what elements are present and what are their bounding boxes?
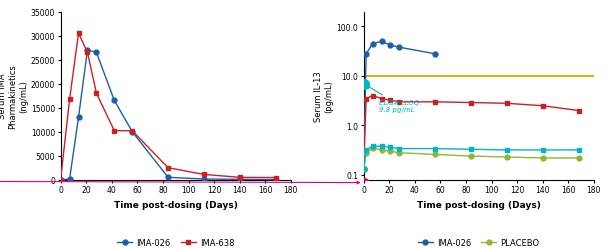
X-axis label: Time post-dosing (Days): Time post-dosing (Days) xyxy=(417,200,541,209)
Line: IMA-026: IMA-026 xyxy=(58,48,278,182)
IMA-026 xyxy=(93,52,100,55)
IMA-026 xyxy=(272,178,279,181)
IMA-026 xyxy=(75,116,82,119)
IMA-026 xyxy=(164,176,171,179)
IMA-638 xyxy=(236,176,244,179)
IMA-638 xyxy=(200,173,207,176)
IMA-026 xyxy=(57,178,64,182)
IMA-026 xyxy=(236,178,244,181)
IMA-026 xyxy=(84,49,91,52)
IMA-638 xyxy=(164,166,171,170)
Text: SMC™ LLOQ:
0.07 pg/mL: SMC™ LLOQ: 0.07 pg/mL xyxy=(0,171,359,184)
IMA-638 xyxy=(75,32,82,35)
Y-axis label: Serum IMA
Pharmakinetics
(ng/mL): Serum IMA Pharmakinetics (ng/mL) xyxy=(0,64,28,128)
Legend: IMA-026, IMA-638, PLACEBO, PLACEBO: IMA-026, IMA-638, PLACEBO, PLACEBO xyxy=(415,234,543,250)
IMA-638 xyxy=(93,92,100,95)
IMA-638 xyxy=(57,178,64,182)
Text: ELISA LLOQ:
9.8 pg/mL: ELISA LLOQ: 9.8 pg/mL xyxy=(367,86,422,113)
IMA-638 xyxy=(128,130,136,133)
IMA-638 xyxy=(111,130,118,133)
IMA-638 xyxy=(84,52,91,55)
Legend: IMA-026, IMA-638: IMA-026, IMA-638 xyxy=(114,234,238,250)
Y-axis label: Serum IL-13
(pg/mL): Serum IL-13 (pg/mL) xyxy=(314,71,333,122)
IMA-026 xyxy=(66,178,73,181)
IMA-026 xyxy=(200,178,207,181)
IMA-026 xyxy=(111,100,118,102)
X-axis label: Time post-dosing (Days): Time post-dosing (Days) xyxy=(114,200,238,209)
IMA-026 xyxy=(128,131,136,134)
IMA-638 xyxy=(272,176,279,179)
IMA-638 xyxy=(66,98,73,102)
Line: IMA-638: IMA-638 xyxy=(58,32,278,182)
